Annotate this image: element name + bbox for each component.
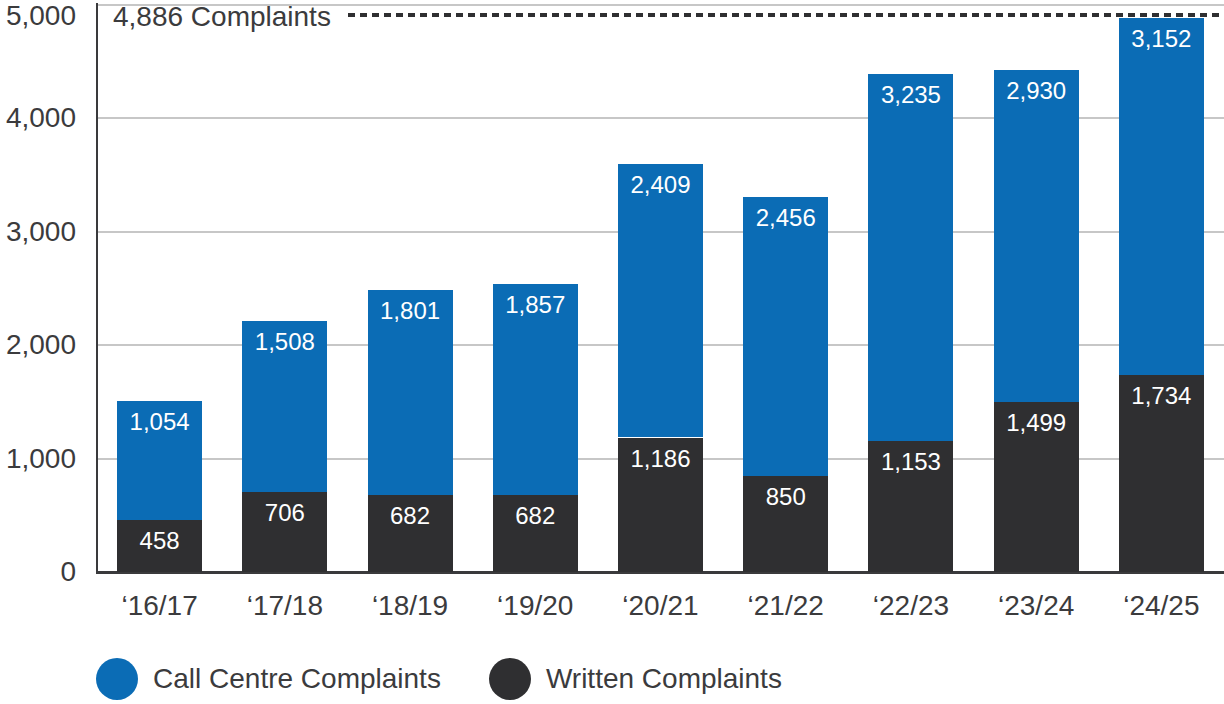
bar-segment-written: 850 [743,476,828,572]
bar-segment-call-centre: 3,235 [868,74,953,441]
bar-value-label-written: 682 [493,495,578,530]
bar-segment-written: 1,186 [618,438,703,572]
x-axis-tick-label: ‘22/23 [848,589,973,623]
legend-item-written: Written Complaints [489,658,782,700]
bar-value-label-written: 1,153 [868,441,953,476]
bar-value-label-call-centre: 2,930 [994,70,1079,105]
bar-value-label-written: 458 [117,520,202,555]
y-axis-tick-label: 1,000 [0,443,76,475]
bar-segment-written: 682 [368,495,453,572]
x-axis-tick-label: ‘19/20 [473,589,598,623]
bar-segment-written: 1,153 [868,441,953,572]
x-axis-tick-label: ‘24/25 [1099,589,1224,623]
y-axis-tick-label: 2,000 [0,329,76,361]
bar-value-label-written: 1,186 [618,438,703,473]
legend-item-call-centre: Call Centre Complaints [96,658,441,700]
legend-label-call-centre: Call Centre Complaints [153,663,441,695]
x-axis-tick-label: ‘17/18 [222,589,347,623]
bar-value-label-call-centre: 1,801 [368,290,453,325]
bar-segment-written: 1,734 [1119,375,1204,572]
bar-value-label-written: 1,499 [994,402,1079,437]
bar-value-label-call-centre: 3,152 [1119,18,1204,53]
bar-segment-written: 706 [242,492,327,572]
bar-segment-call-centre: 1,801 [368,290,453,494]
annotation-dotted-line [348,13,1224,17]
y-axis-tick-label: 5,000 [0,0,76,32]
legend-swatch-call-centre-icon [96,658,138,700]
bar-value-label-call-centre: 1,857 [493,284,578,319]
bar-segment-call-centre: 2,409 [618,164,703,437]
bar-value-label-written: 1,734 [1119,375,1204,410]
bar-segment-written: 458 [117,520,202,572]
x-axis-tick-label: ‘20/21 [598,589,723,623]
gridline [97,4,1224,6]
y-axis-tick-label: 4,000 [0,102,76,134]
bar-value-label-written: 682 [368,495,453,530]
bar-segment-written: 1,499 [994,402,1079,572]
bar-value-label-call-centre: 2,409 [618,164,703,199]
complaints-stacked-bar-chart: 4,886 Complaints 5,0004,0003,0002,0001,0… [0,0,1224,704]
bar-value-label-call-centre: 1,508 [242,321,327,356]
legend-label-written: Written Complaints [546,663,782,695]
y-axis-tick-label: 0 [0,556,76,588]
x-axis-tick-label: ‘16/17 [97,589,222,623]
legend: Call Centre Complaints Written Complaint… [96,658,782,700]
plot-area: 4,886 Complaints 5,0004,0003,0002,0001,0… [0,0,1224,704]
bar-segment-call-centre: 2,456 [743,197,828,476]
x-axis-tick-label: ‘21/22 [723,589,848,623]
bar-value-label-call-centre: 3,235 [868,74,953,109]
legend-swatch-written-icon [489,658,531,700]
bar-segment-call-centre: 1,054 [117,401,202,521]
x-axis-tick-label: ‘23/24 [974,589,1099,623]
bar-segment-call-centre: 2,930 [994,70,1079,402]
bar-value-label-call-centre: 1,054 [117,401,202,436]
bar-value-label-call-centre: 2,456 [743,197,828,232]
x-axis-tick-label: ‘18/19 [347,589,472,623]
y-axis-line [96,3,98,574]
bar-segment-call-centre: 1,508 [242,321,327,492]
bar-value-label-written: 706 [242,492,327,527]
bar-segment-call-centre: 3,152 [1119,18,1204,375]
y-axis-tick-label: 3,000 [0,216,76,248]
bar-segment-call-centre: 1,857 [493,284,578,495]
bar-value-label-written: 850 [743,476,828,511]
bar-segment-written: 682 [493,495,578,572]
